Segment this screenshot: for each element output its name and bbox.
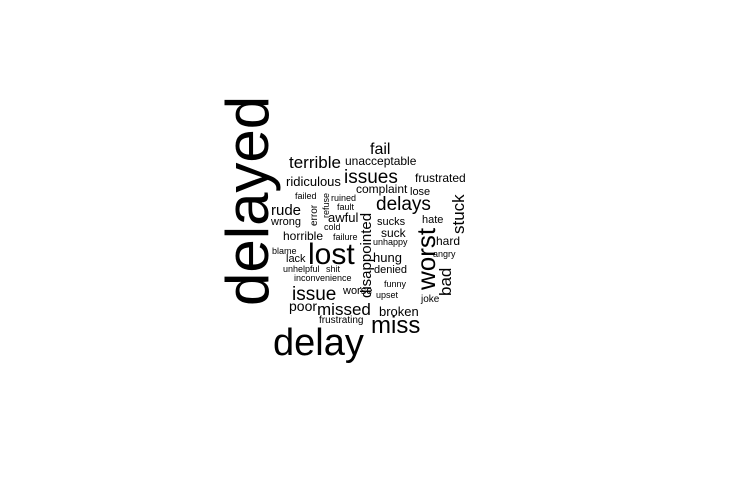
word-delay: delay: [273, 322, 364, 364]
word-unhappy: unhappy: [373, 237, 408, 247]
word-broken: broken: [379, 304, 419, 319]
word-funny: funny: [384, 279, 407, 289]
word-miss: miss: [371, 312, 421, 339]
word-ridiculous: ridiculous: [286, 174, 341, 189]
word-frustrated: frustrated: [415, 171, 466, 185]
word-angry: angry: [433, 249, 456, 259]
word-blame: blame: [272, 246, 297, 256]
word-frustrating: frustrating: [319, 315, 364, 326]
word-fail: fail: [370, 141, 391, 158]
word-terrible: terrible: [289, 153, 341, 172]
word-unhelpful: unhelpful: [283, 264, 320, 274]
word-issues: issues: [344, 167, 398, 188]
word-inconvenience: inconvenience: [294, 273, 352, 283]
word-cold: cold: [324, 222, 341, 232]
word-missed: missed: [317, 300, 371, 319]
word-bad: bad: [436, 267, 455, 296]
word-worse: worse: [343, 285, 373, 297]
word-horrible: horrible: [283, 229, 324, 243]
word-ruined: ruined: [331, 193, 357, 203]
word-denied: denied: [374, 264, 408, 276]
word-hung: hung: [373, 250, 402, 265]
word-issue: issue: [292, 284, 337, 305]
word-awful: awful: [328, 210, 359, 225]
word-hate: hate: [422, 214, 444, 226]
word-delayed: delayed: [214, 95, 281, 306]
word-lack: lack: [286, 253, 306, 265]
word-error: error: [309, 204, 320, 226]
word-failed: failed: [295, 191, 317, 201]
word-failure: failure: [333, 232, 358, 242]
word-unacceptable: unacceptable: [345, 154, 417, 168]
word-upset: upset: [376, 290, 399, 300]
word-suck: suck: [381, 226, 406, 240]
word-poor: poor: [289, 298, 318, 314]
word-lost: lost: [308, 238, 355, 271]
word-sucks: sucks: [377, 216, 406, 228]
word-hard: hard: [436, 234, 461, 248]
word-refuse: refuse: [321, 192, 331, 218]
word-wrong: wrong: [271, 216, 301, 228]
word-fault: fault: [337, 202, 355, 212]
word-joke: joke: [421, 294, 440, 305]
word-rude: rude: [271, 202, 302, 219]
word-complaint: complaint: [356, 182, 408, 196]
word-shit: shit: [326, 264, 341, 274]
word-lose: lose: [410, 186, 431, 198]
word-stuck: stuck: [449, 194, 468, 234]
word-delays: delays: [376, 194, 431, 215]
